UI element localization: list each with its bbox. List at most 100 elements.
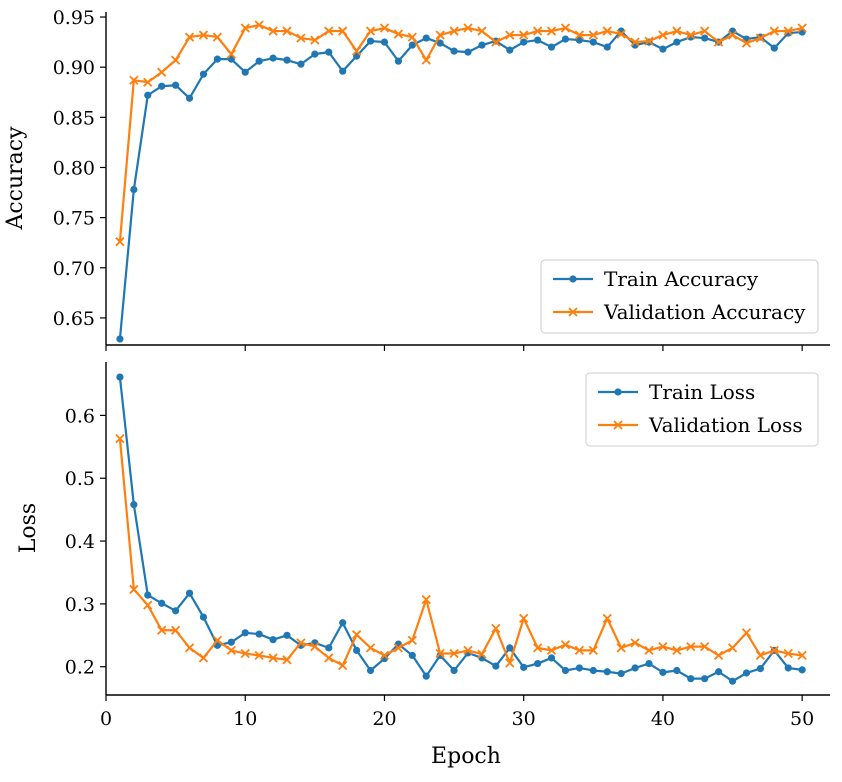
- legend-box: [585, 372, 819, 447]
- data-point: [547, 43, 556, 51]
- data-point: [115, 237, 125, 247]
- legend: Train Loss Validation Loss: [585, 372, 819, 447]
- data-point: [422, 672, 430, 680]
- legend-label: Train Accuracy: [604, 267, 759, 291]
- data-point: [532, 643, 543, 653]
- data-point: [492, 662, 500, 670]
- data-point: [700, 26, 710, 36]
- data-point: [561, 666, 570, 675]
- data-point: [172, 81, 180, 89]
- series-line: [118, 23, 803, 242]
- data-point: [644, 645, 654, 656]
- x-tick-label: 40: [651, 708, 675, 730]
- data-point: [324, 653, 334, 663]
- data-point: [199, 613, 208, 621]
- data-point: [630, 638, 640, 648]
- data-point: [701, 675, 709, 683]
- data-point: [144, 591, 152, 599]
- data-point: [561, 35, 570, 43]
- data-point: [630, 37, 640, 47]
- data-point: [255, 57, 263, 65]
- data-point: [686, 30, 696, 40]
- y-tick-label: 0.6: [65, 405, 95, 427]
- data-point: [325, 644, 333, 652]
- data-point: [393, 643, 404, 653]
- data-point: [296, 33, 306, 43]
- data-point: [756, 665, 764, 673]
- data-point: [143, 77, 153, 87]
- data-point: [170, 55, 181, 65]
- data-point: [144, 91, 152, 99]
- data-point: [574, 645, 585, 656]
- data-point: [505, 658, 515, 668]
- data-point: [449, 648, 459, 659]
- data-point: [240, 648, 250, 659]
- data-point: [574, 30, 585, 40]
- data-point: [532, 26, 543, 36]
- data-point: [407, 635, 417, 645]
- data-point: [158, 82, 166, 90]
- data-point: [130, 185, 138, 194]
- data-point: [170, 625, 181, 635]
- data-point: [659, 668, 667, 676]
- data-point: [353, 646, 361, 654]
- data-point: [755, 33, 766, 43]
- data-point: [379, 650, 390, 661]
- data-point: [241, 629, 249, 637]
- data-point: [477, 26, 487, 36]
- data-point: [798, 666, 806, 674]
- data-point: [269, 54, 277, 62]
- data-point: [379, 23, 390, 33]
- series-validation-accuracy: [115, 20, 807, 247]
- data-point: [184, 32, 195, 42]
- data-point: [408, 651, 416, 660]
- data-point: [365, 26, 376, 36]
- data-point: [158, 599, 166, 607]
- data-point: [673, 38, 681, 46]
- data-point: [463, 23, 473, 33]
- data-point: [172, 607, 180, 615]
- data-point: [713, 37, 724, 47]
- data-point: [589, 38, 597, 46]
- y-tick-label: 0.90: [53, 57, 95, 79]
- data-point: [588, 30, 598, 40]
- data-point: [449, 26, 459, 36]
- data-point: [464, 48, 472, 56]
- data-point: [408, 41, 416, 49]
- data-point: [269, 636, 277, 644]
- data-point: [213, 55, 221, 63]
- y-axis-title: Accuracy: [3, 126, 28, 231]
- data-point: [784, 664, 792, 672]
- x-tick-label: 30: [512, 708, 536, 730]
- data-point: [617, 670, 625, 678]
- data-point: [226, 645, 236, 656]
- data-point: [130, 501, 138, 509]
- data-point: [742, 669, 751, 677]
- loss-panel: 0.2 0.3 0.4 0.5 0.6 0 10 20 30 40 50 Loss Epoch Train…: [16, 362, 830, 769]
- legend-label: Validation Loss: [648, 413, 803, 437]
- data-point: [797, 23, 807, 33]
- data-point: [199, 70, 208, 78]
- data-point: [588, 645, 598, 656]
- y-tick-label: 0.5: [65, 468, 95, 490]
- data-point: [546, 645, 557, 656]
- data-point: [353, 52, 361, 60]
- data-point: [658, 641, 668, 652]
- data-point: [324, 26, 334, 36]
- x-tick-label: 0: [100, 708, 112, 730]
- data-point: [421, 594, 431, 605]
- y-tick-label: 0.3: [65, 594, 95, 616]
- data-point: [129, 584, 139, 595]
- data-point: [254, 650, 264, 661]
- y-tick-label: 0.80: [53, 157, 95, 179]
- legend-marker: [613, 420, 623, 430]
- data-point: [283, 56, 291, 64]
- data-point: [450, 666, 458, 675]
- data-point: [686, 641, 696, 652]
- data-point: [116, 373, 124, 381]
- data-point: [227, 638, 235, 646]
- data-point: [631, 664, 639, 672]
- data-point: [254, 20, 264, 30]
- data-point: [797, 650, 807, 661]
